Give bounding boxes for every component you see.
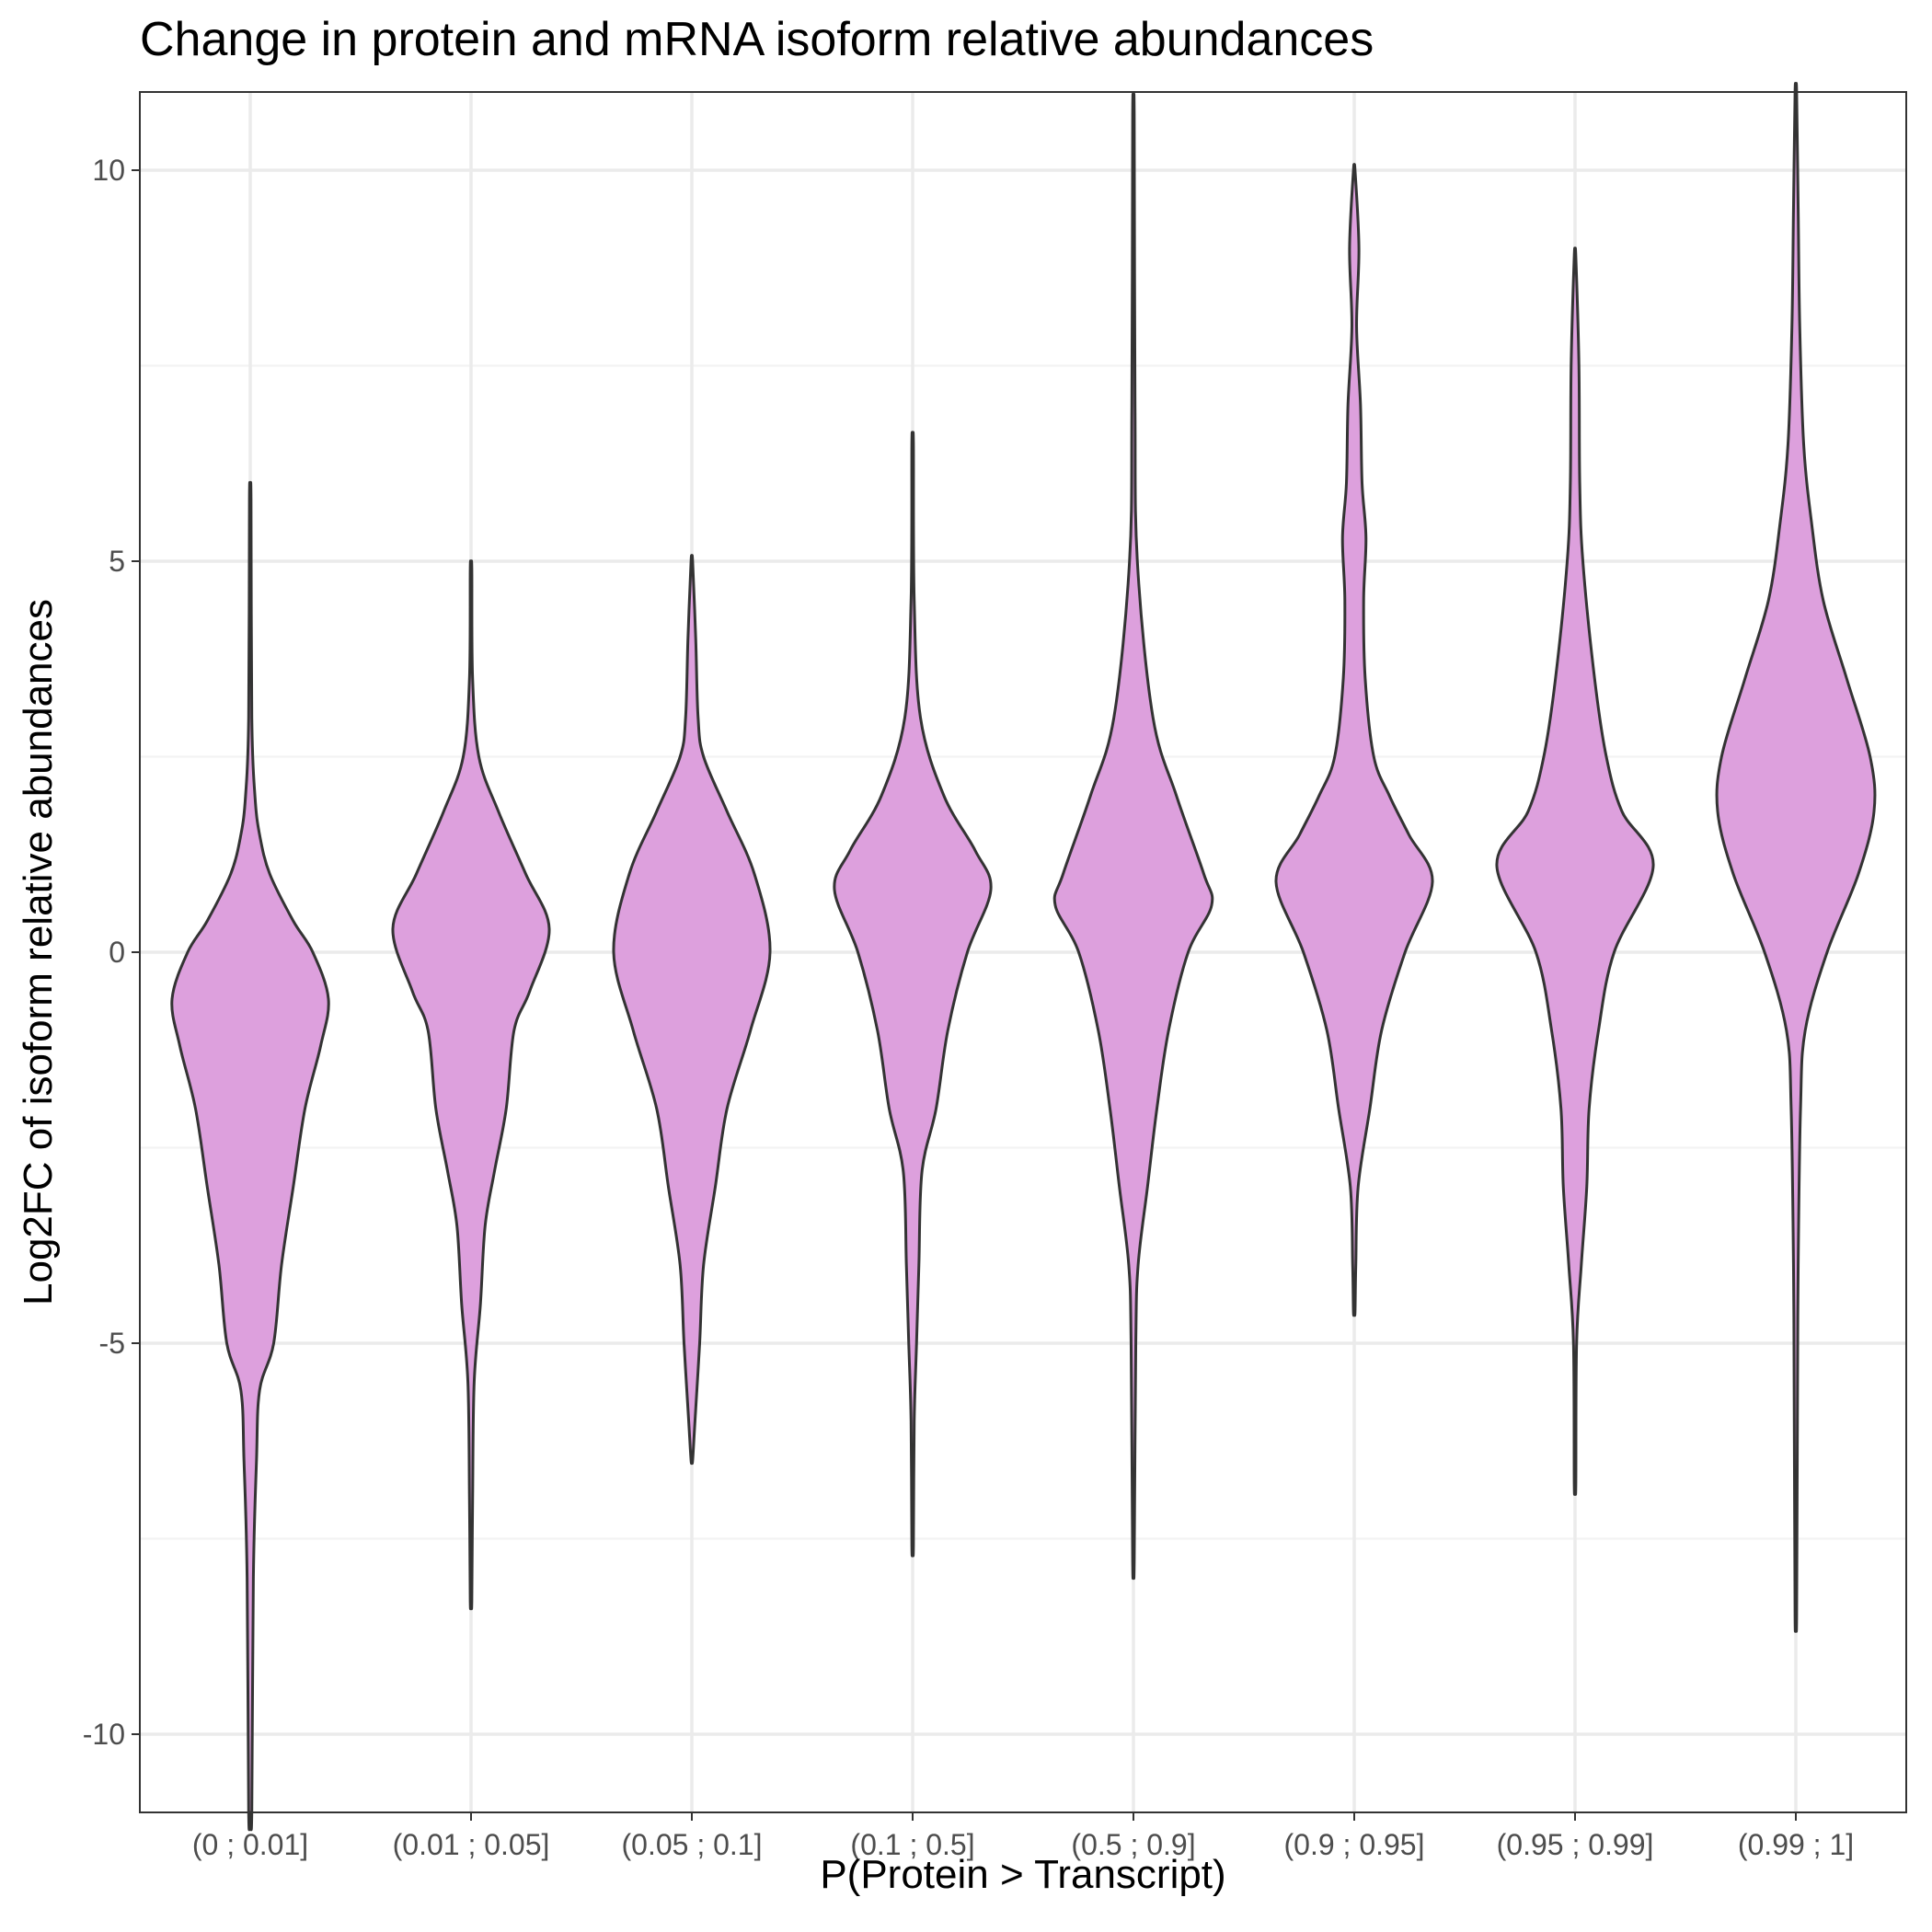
violin-3: [612, 554, 772, 1466]
y-axis-title: Log2FC of isoform relative abundances: [16, 599, 61, 1305]
violin-8: [1715, 82, 1877, 1633]
x-tick-label: (0 ; 0.01]: [192, 1828, 308, 1861]
y-tick-label: 5: [109, 545, 125, 578]
y-tick-label: -10: [83, 1718, 125, 1751]
violin-5: [1052, 92, 1214, 1581]
violins: [170, 82, 1877, 1832]
y-tick-label: 0: [109, 936, 125, 969]
minor-gridlines: [140, 364, 1906, 1540]
violin-6: [1274, 163, 1434, 1317]
x-tick-label: (0.05 ; 0.1]: [622, 1828, 763, 1861]
violin-4: [833, 431, 993, 1558]
violin-1: [170, 480, 330, 1832]
x-tick-label: (0.5 ; 0.9]: [1071, 1828, 1195, 1861]
x-axis-ticks: (0 ; 0.01] (0.01 ; 0.05] (0.05 ; 0.1] (0.1 …: [192, 1812, 1854, 1861]
x-tick-label: (0.01 ; 0.05]: [393, 1828, 550, 1861]
x-tick-label: (0.95 ; 0.99]: [1497, 1828, 1654, 1861]
y-tick-label: -5: [99, 1327, 125, 1360]
x-tick-label: (0.1 ; 0.5]: [850, 1828, 974, 1861]
violin-2: [391, 559, 551, 1611]
violin-7: [1495, 247, 1655, 1496]
y-axis-ticks: -10 -5 0 5 10: [83, 154, 140, 1751]
chart-title: Change in protein and mRNA isoform relat…: [140, 13, 1374, 66]
y-tick-label: 10: [92, 154, 125, 187]
x-axis-title: P(Protein > Transcript): [820, 1852, 1225, 1897]
x-tick-label: (0.9 ; 0.95]: [1284, 1828, 1425, 1861]
x-tick-label: (0.99 ; 1]: [1738, 1828, 1854, 1861]
